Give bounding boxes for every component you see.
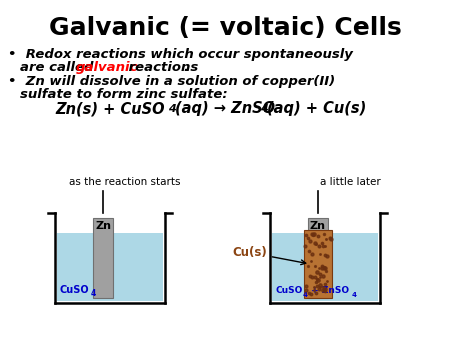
Text: + ZnSO: + ZnSO [308, 286, 349, 295]
Bar [308, 218, 328, 298]
Text: a little later: a little later [320, 177, 380, 187]
Text: as the reaction starts: as the reaction starts [69, 177, 181, 187]
Text: Zn: Zn [95, 221, 111, 231]
Text: 4: 4 [352, 292, 357, 298]
Text: CuSO: CuSO [60, 285, 90, 295]
Text: (aq) + Cu(s): (aq) + Cu(s) [267, 101, 366, 116]
Text: •  Redox reactions which occur spontaneously: • Redox reactions which occur spontaneou… [8, 48, 353, 61]
Text: CuSO: CuSO [275, 286, 302, 295]
Bar [304, 230, 332, 298]
Text: galvanic: galvanic [76, 61, 139, 74]
Text: Galvanic (= voltaic) Cells: Galvanic (= voltaic) Cells [49, 16, 401, 40]
Bar [57, 233, 163, 301]
Text: Cu(s): Cu(s) [232, 246, 306, 265]
Text: .: . [183, 61, 188, 74]
Text: Zn: Zn [310, 221, 326, 231]
Text: •  Zn will dissolve in a solution of copper(II): • Zn will dissolve in a solution of copp… [8, 75, 335, 88]
Text: 4: 4 [260, 104, 268, 114]
Text: (aq) → ZnSO: (aq) → ZnSO [175, 101, 275, 116]
Text: sulfate to form zinc sulfate:: sulfate to form zinc sulfate: [20, 88, 228, 101]
Text: 4: 4 [303, 292, 308, 298]
Text: 4: 4 [168, 104, 176, 114]
Text: reactions: reactions [124, 61, 198, 74]
Bar [93, 218, 113, 298]
Text: Zn(s) + CuSO: Zn(s) + CuSO [55, 101, 165, 116]
Bar [272, 233, 378, 301]
Text: are called: are called [20, 61, 98, 74]
Text: 4: 4 [91, 289, 96, 298]
